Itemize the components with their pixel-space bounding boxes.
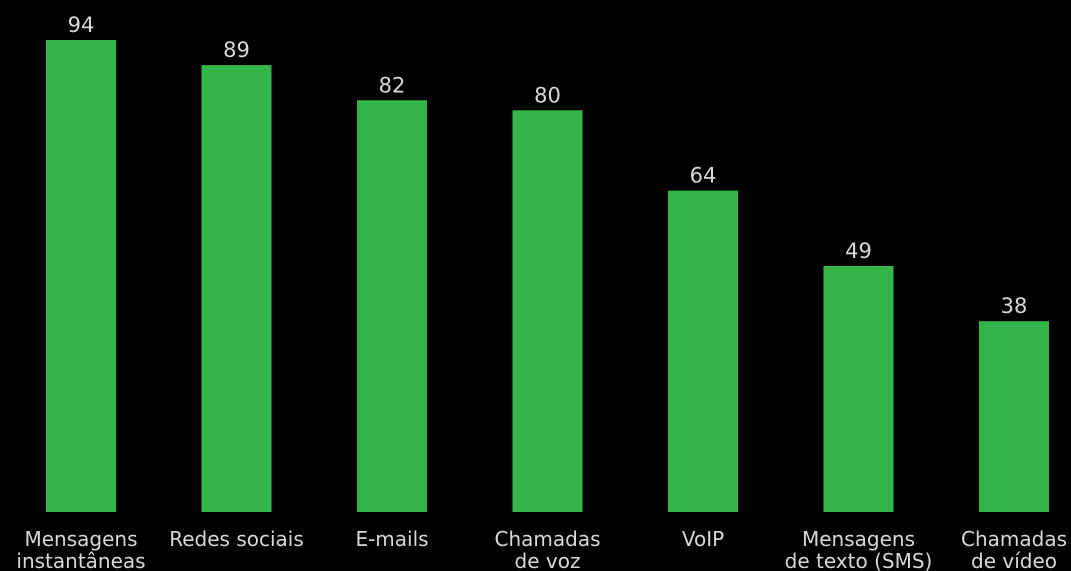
- category-label-6-line-1: de vídeo: [971, 549, 1057, 571]
- value-label-4: 64: [690, 164, 717, 188]
- category-label-1-line-0: Redes sociais: [169, 527, 304, 551]
- bar-3: [512, 110, 583, 513]
- category-label-3-line-1: de voz: [515, 549, 581, 571]
- value-label-6: 38: [1001, 294, 1028, 318]
- bar-0: [46, 40, 116, 512]
- bar-4: [668, 190, 738, 512]
- category-label-0-line-1: instantâneas: [16, 549, 145, 571]
- category-label-4-line-0: VoIP: [682, 527, 724, 551]
- bar-6: [979, 321, 1049, 512]
- value-labels-group: 94 89 82 80 64 49 38: [68, 13, 1028, 318]
- category-label-5-line-1: de texto (SMS): [785, 549, 933, 571]
- value-label-3: 80: [534, 83, 561, 107]
- category-label-6-line-0: Chamadas: [961, 527, 1067, 551]
- bar-5: [823, 266, 894, 512]
- bar-1: [201, 65, 272, 512]
- category-label-5-line-0: Mensagens: [802, 527, 915, 551]
- bars-group: [46, 40, 1049, 513]
- value-label-0: 94: [68, 13, 95, 37]
- category-label-2-line-0: E-mails: [355, 527, 428, 551]
- bar-2: [357, 100, 427, 513]
- value-label-2: 82: [379, 73, 406, 97]
- category-label-3-line-0: Chamadas: [494, 527, 600, 551]
- value-label-5: 49: [845, 239, 872, 263]
- category-label-0-line-0: Mensagens: [24, 527, 137, 551]
- value-label-1: 89: [223, 38, 250, 62]
